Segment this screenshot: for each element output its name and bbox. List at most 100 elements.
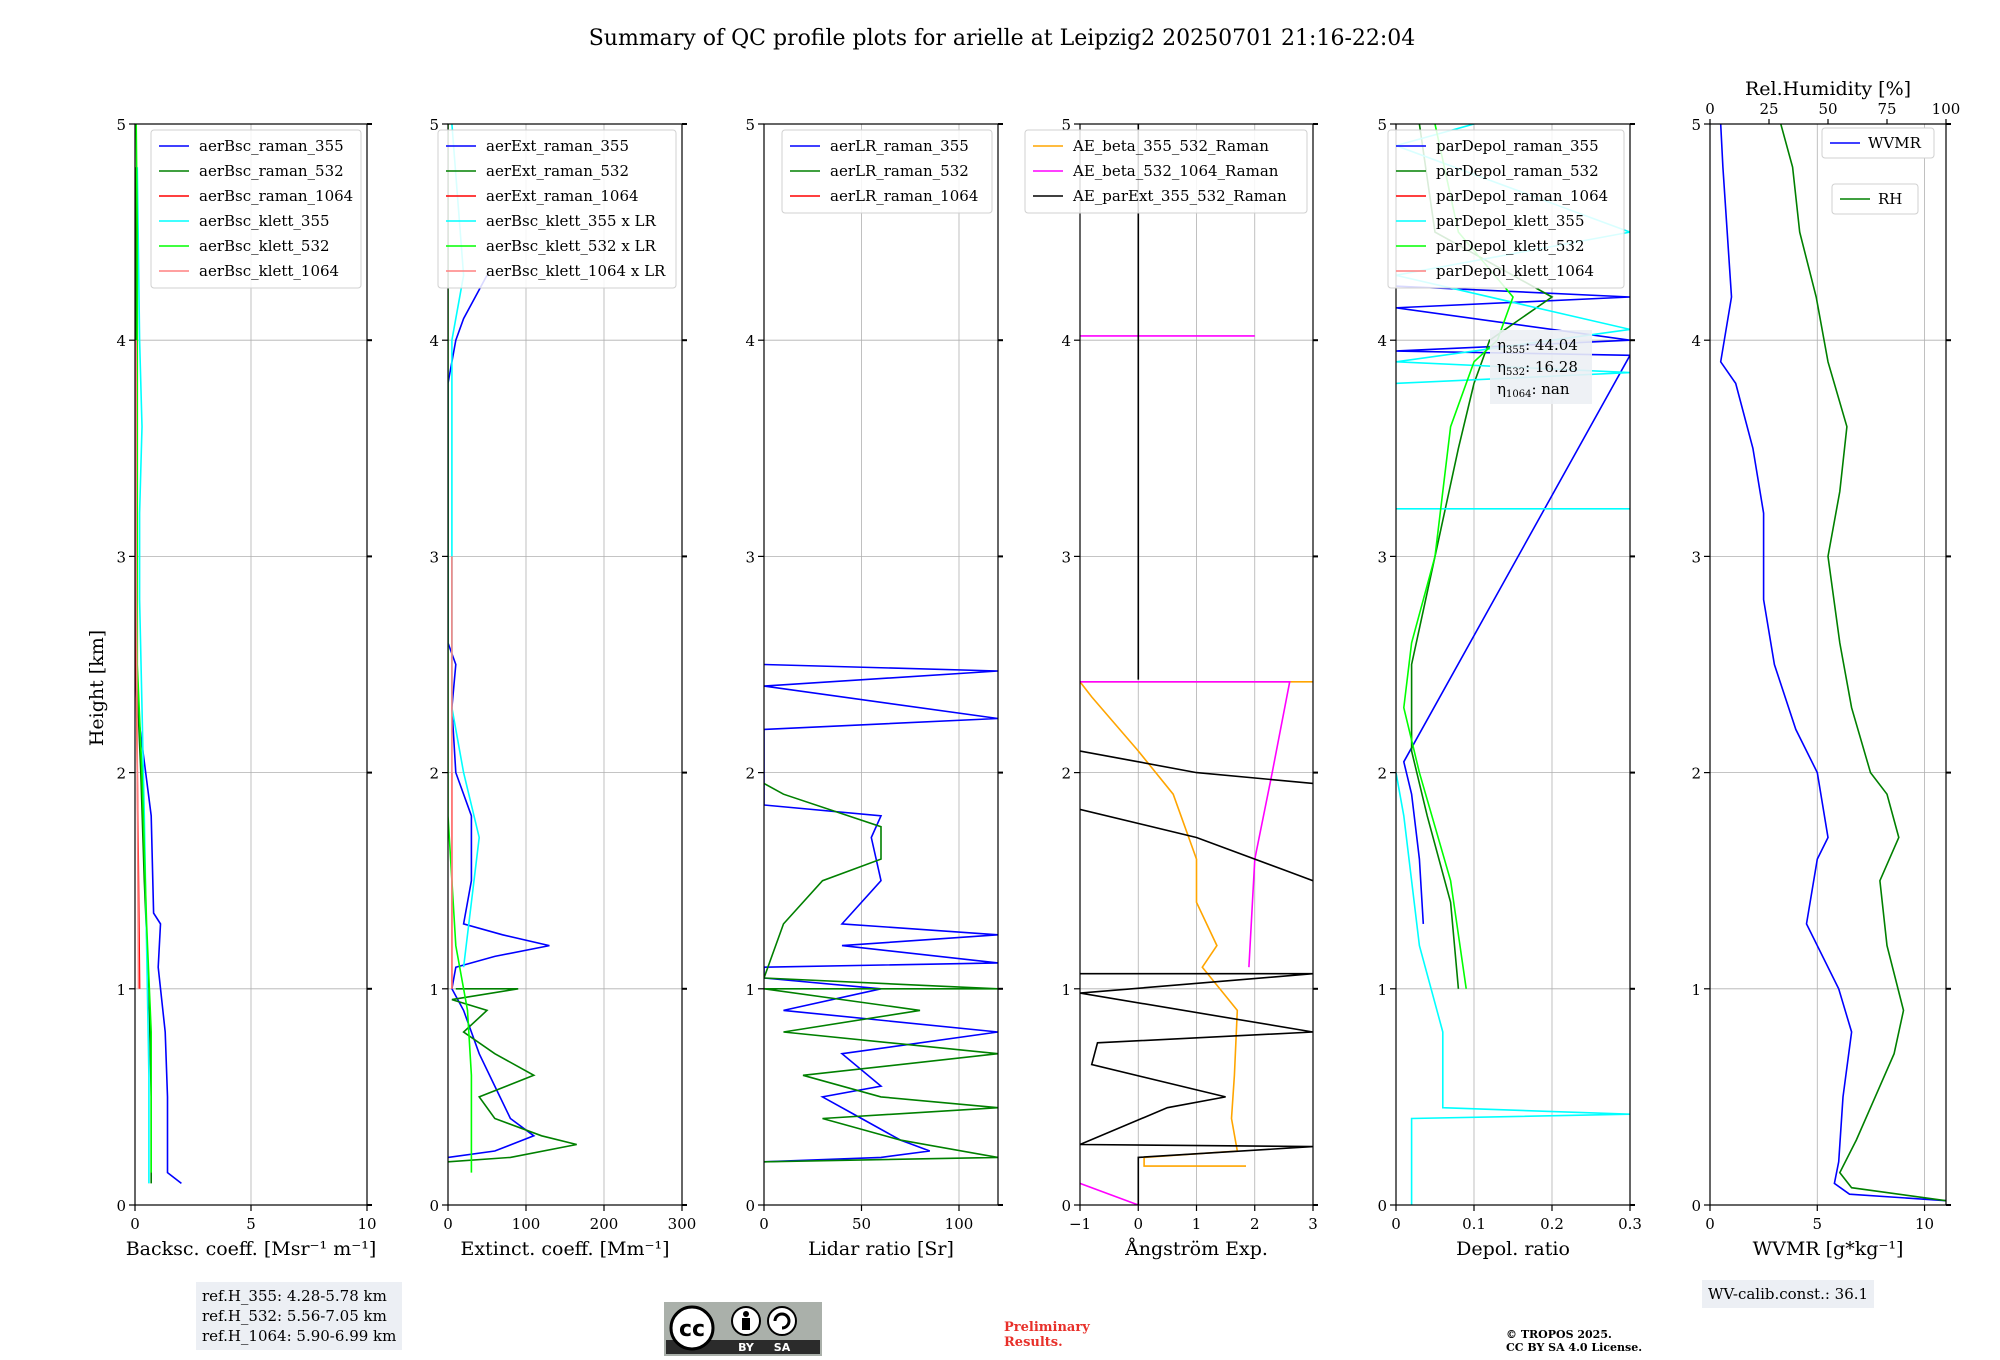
y-tick-label: 0 <box>1061 1197 1071 1215</box>
legend-entry: aerLR_raman_355 <box>830 137 969 155</box>
legend-entry: aerLR_raman_532 <box>830 162 969 180</box>
preliminary-line-2: Results. <box>1004 1335 1063 1350</box>
y-tick-label: 4 <box>429 332 439 350</box>
x2-tick-label: 100 <box>1932 100 1961 118</box>
eta-line: η1064: nan <box>1497 380 1570 400</box>
series-line-aerBsc_raman_355 <box>135 664 182 1185</box>
legend-entry: AE_parExt_355_532_Raman <box>1072 187 1287 205</box>
x-tick-label: 0 <box>443 1215 453 1233</box>
x-axis-label: WVMR [g*kg⁻¹] <box>1753 1238 1904 1260</box>
y-tick-label: 3 <box>1377 548 1387 566</box>
x-axis-label: Lidar ratio [Sr] <box>808 1238 954 1260</box>
x-tick-label: 0 <box>1705 1215 1715 1233</box>
y-tick-label: 5 <box>1377 116 1387 134</box>
x2-tick-label: 75 <box>1877 100 1896 118</box>
y-tick-label: 5 <box>116 116 126 134</box>
y-tick-label: 2 <box>1061 765 1071 783</box>
x-tick-label: 300 <box>668 1215 697 1233</box>
license-sa-label: SA <box>774 1341 791 1354</box>
legend-entry: aerExt_raman_532 <box>486 162 629 180</box>
series-group <box>448 124 577 1173</box>
y-tick-label: 5 <box>1061 116 1071 134</box>
x-axis-label: Backsc. coeff. [Msr⁻¹ m⁻¹] <box>126 1238 377 1260</box>
legend-entry: WVMR <box>1868 134 1922 152</box>
y-tick-label: 1 <box>1061 981 1071 999</box>
legend-frame <box>1821 127 1935 159</box>
y-tick-label: 1 <box>116 981 126 999</box>
legend: aerBsc_raman_355 aerBsc_raman_532 aerBsc_r… <box>150 129 362 289</box>
wv-calibration-constant: WV-calib.const.: 36.1 <box>1708 1285 1869 1303</box>
series-line-RH <box>1780 124 1946 1202</box>
y-tick-label: 0 <box>1691 1197 1701 1215</box>
x-tick-label: 5 <box>1812 1215 1822 1233</box>
y-tick-label: 1 <box>429 981 439 999</box>
legend-entry: aerBsc_raman_1064 <box>199 187 353 205</box>
y-tick-label: 4 <box>116 332 126 350</box>
y-tick-label: 1 <box>1377 981 1387 999</box>
x-axis-label: Extinct. coeff. [Mm⁻¹] <box>460 1238 669 1260</box>
series-line-AE_parExt_355_532_Raman <box>1080 750 1313 785</box>
axes-frame <box>447 123 683 1206</box>
y-tick-label: 1 <box>1691 981 1701 999</box>
x-tick-label: 5 <box>246 1215 256 1233</box>
x-tick-label: 0.1 <box>1462 1215 1486 1233</box>
y-tick-label: 2 <box>1691 765 1701 783</box>
panel-depol: 0 1 2 3 4 5 0 0.1 0.2 0.3 Depol. ratio parDepol_ram… <box>1377 116 1641 1260</box>
reference-height-box: ref.H_355: 4.28-5.78 km ref.H_532: 5.56-… <box>196 1282 403 1350</box>
preliminary-line-1: Preliminary <box>1004 1320 1090 1335</box>
legend-frame <box>150 129 362 289</box>
series-line-aerBsc_klett_532 <box>135 124 152 1173</box>
preliminary-note: Preliminary Results. <box>1004 1320 1090 1350</box>
x-tick-label: 0 <box>1133 1215 1143 1233</box>
y-tick-label: 2 <box>745 765 755 783</box>
eta-line: η355: 44.04 <box>1497 336 1578 356</box>
panel-extinction: 0 1 2 3 4 5 0 100 200 300 Extinct. coeff. [Mm⁻¹] ae… <box>429 116 696 1260</box>
y-tick-label: 2 <box>429 765 439 783</box>
legend-entry: aerBsc_raman_355 <box>199 137 344 155</box>
x2-tick-label: 0 <box>1705 100 1715 118</box>
x-tick-label: 50 <box>852 1215 871 1233</box>
cc-mark: cc <box>679 1317 705 1342</box>
legend-entry: aerExt_raman_355 <box>486 137 629 155</box>
x-tick-label: 10 <box>1915 1215 1934 1233</box>
y-tick-label: 0 <box>1377 1197 1387 1215</box>
legend: aerExt_raman_355 aerExt_raman_532 aerExt_r… <box>437 129 677 289</box>
series-line-WVMR <box>1719 124 1946 1202</box>
x-tick-label: 100 <box>945 1215 974 1233</box>
series-group <box>1719 124 1946 1202</box>
legend-entry: aerBsc_klett_355 <box>199 212 330 230</box>
y-axis-label: Height [km] <box>86 630 108 746</box>
legend-entry: parDepol_klett_532 <box>1436 237 1585 255</box>
x-tick-label: 1 <box>1192 1215 1202 1233</box>
x-tick-label: 2 <box>1250 1215 1260 1233</box>
series-line-AE_parExt_355_532_Raman <box>1080 808 1313 882</box>
legend-frame <box>437 129 677 289</box>
legend: parDepol_raman_355 parDepol_raman_532 parD… <box>1387 129 1625 289</box>
x-tick-label: 0 <box>130 1215 140 1233</box>
y-tick-label: 4 <box>1691 332 1701 350</box>
x-tick-label: 10 <box>357 1215 376 1233</box>
legend-entry: RH <box>1878 190 1902 208</box>
series-group <box>764 663 998 1163</box>
y-tick-label: 2 <box>116 765 126 783</box>
series-line-parDepol_klett_355 <box>1396 772 1630 1205</box>
axes-frame <box>763 123 999 1206</box>
series-line-aerExt_raman_355 <box>448 274 550 1159</box>
x-tick-label: 0 <box>759 1215 769 1233</box>
copyright-line-1: © TROPOS 2025. <box>1506 1328 1612 1341</box>
x2-tick-label: 50 <box>1818 100 1837 118</box>
y-tick-label: 0 <box>745 1197 755 1215</box>
series-line-aerBsc_klett_532 x LR <box>448 124 473 1173</box>
panel-backscatter: 0 1 2 3 4 5 0 5 10 Backsc. coeff. [Msr⁻¹ m⁻¹] aerB… <box>116 116 376 1260</box>
legend-entry: parDepol_raman_1064 <box>1436 187 1608 205</box>
legend-frame <box>781 129 993 214</box>
y-tick-label: 4 <box>1061 332 1071 350</box>
y-tick-label: 1 <box>745 981 755 999</box>
legend-entry: aerBsc_klett_355 x LR <box>486 212 657 230</box>
legend-frame <box>1831 183 1919 215</box>
x-tick-label: −1 <box>1069 1215 1091 1233</box>
y-tick-label: 4 <box>1377 332 1387 350</box>
